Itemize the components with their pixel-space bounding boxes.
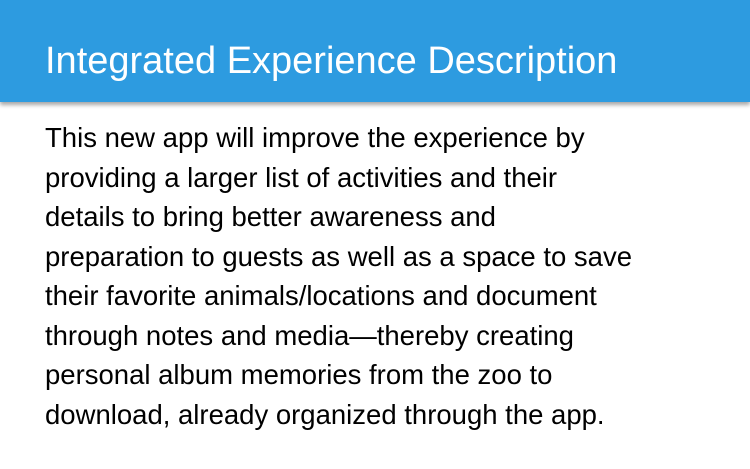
body-line: personal album memories from the zoo to xyxy=(45,359,553,390)
body-line: through notes and media—thereby creating xyxy=(45,319,574,351)
body-line: providing a larger list of activities an… xyxy=(45,161,558,193)
body-line: preparation to guests as well as a space… xyxy=(45,240,633,272)
body-line: details to bring better awareness and xyxy=(45,201,496,232)
body-line: download, already organized through the … xyxy=(45,398,605,430)
body-line: their favorite animals/locations and doc… xyxy=(45,280,597,311)
slide-title: Integrated Experience Description xyxy=(45,40,618,82)
body-line: This new app will improve the experience… xyxy=(45,122,585,153)
title-bar: Integrated Experience Description xyxy=(0,0,750,102)
slide-body: This new app will improve the experience… xyxy=(45,118,725,434)
